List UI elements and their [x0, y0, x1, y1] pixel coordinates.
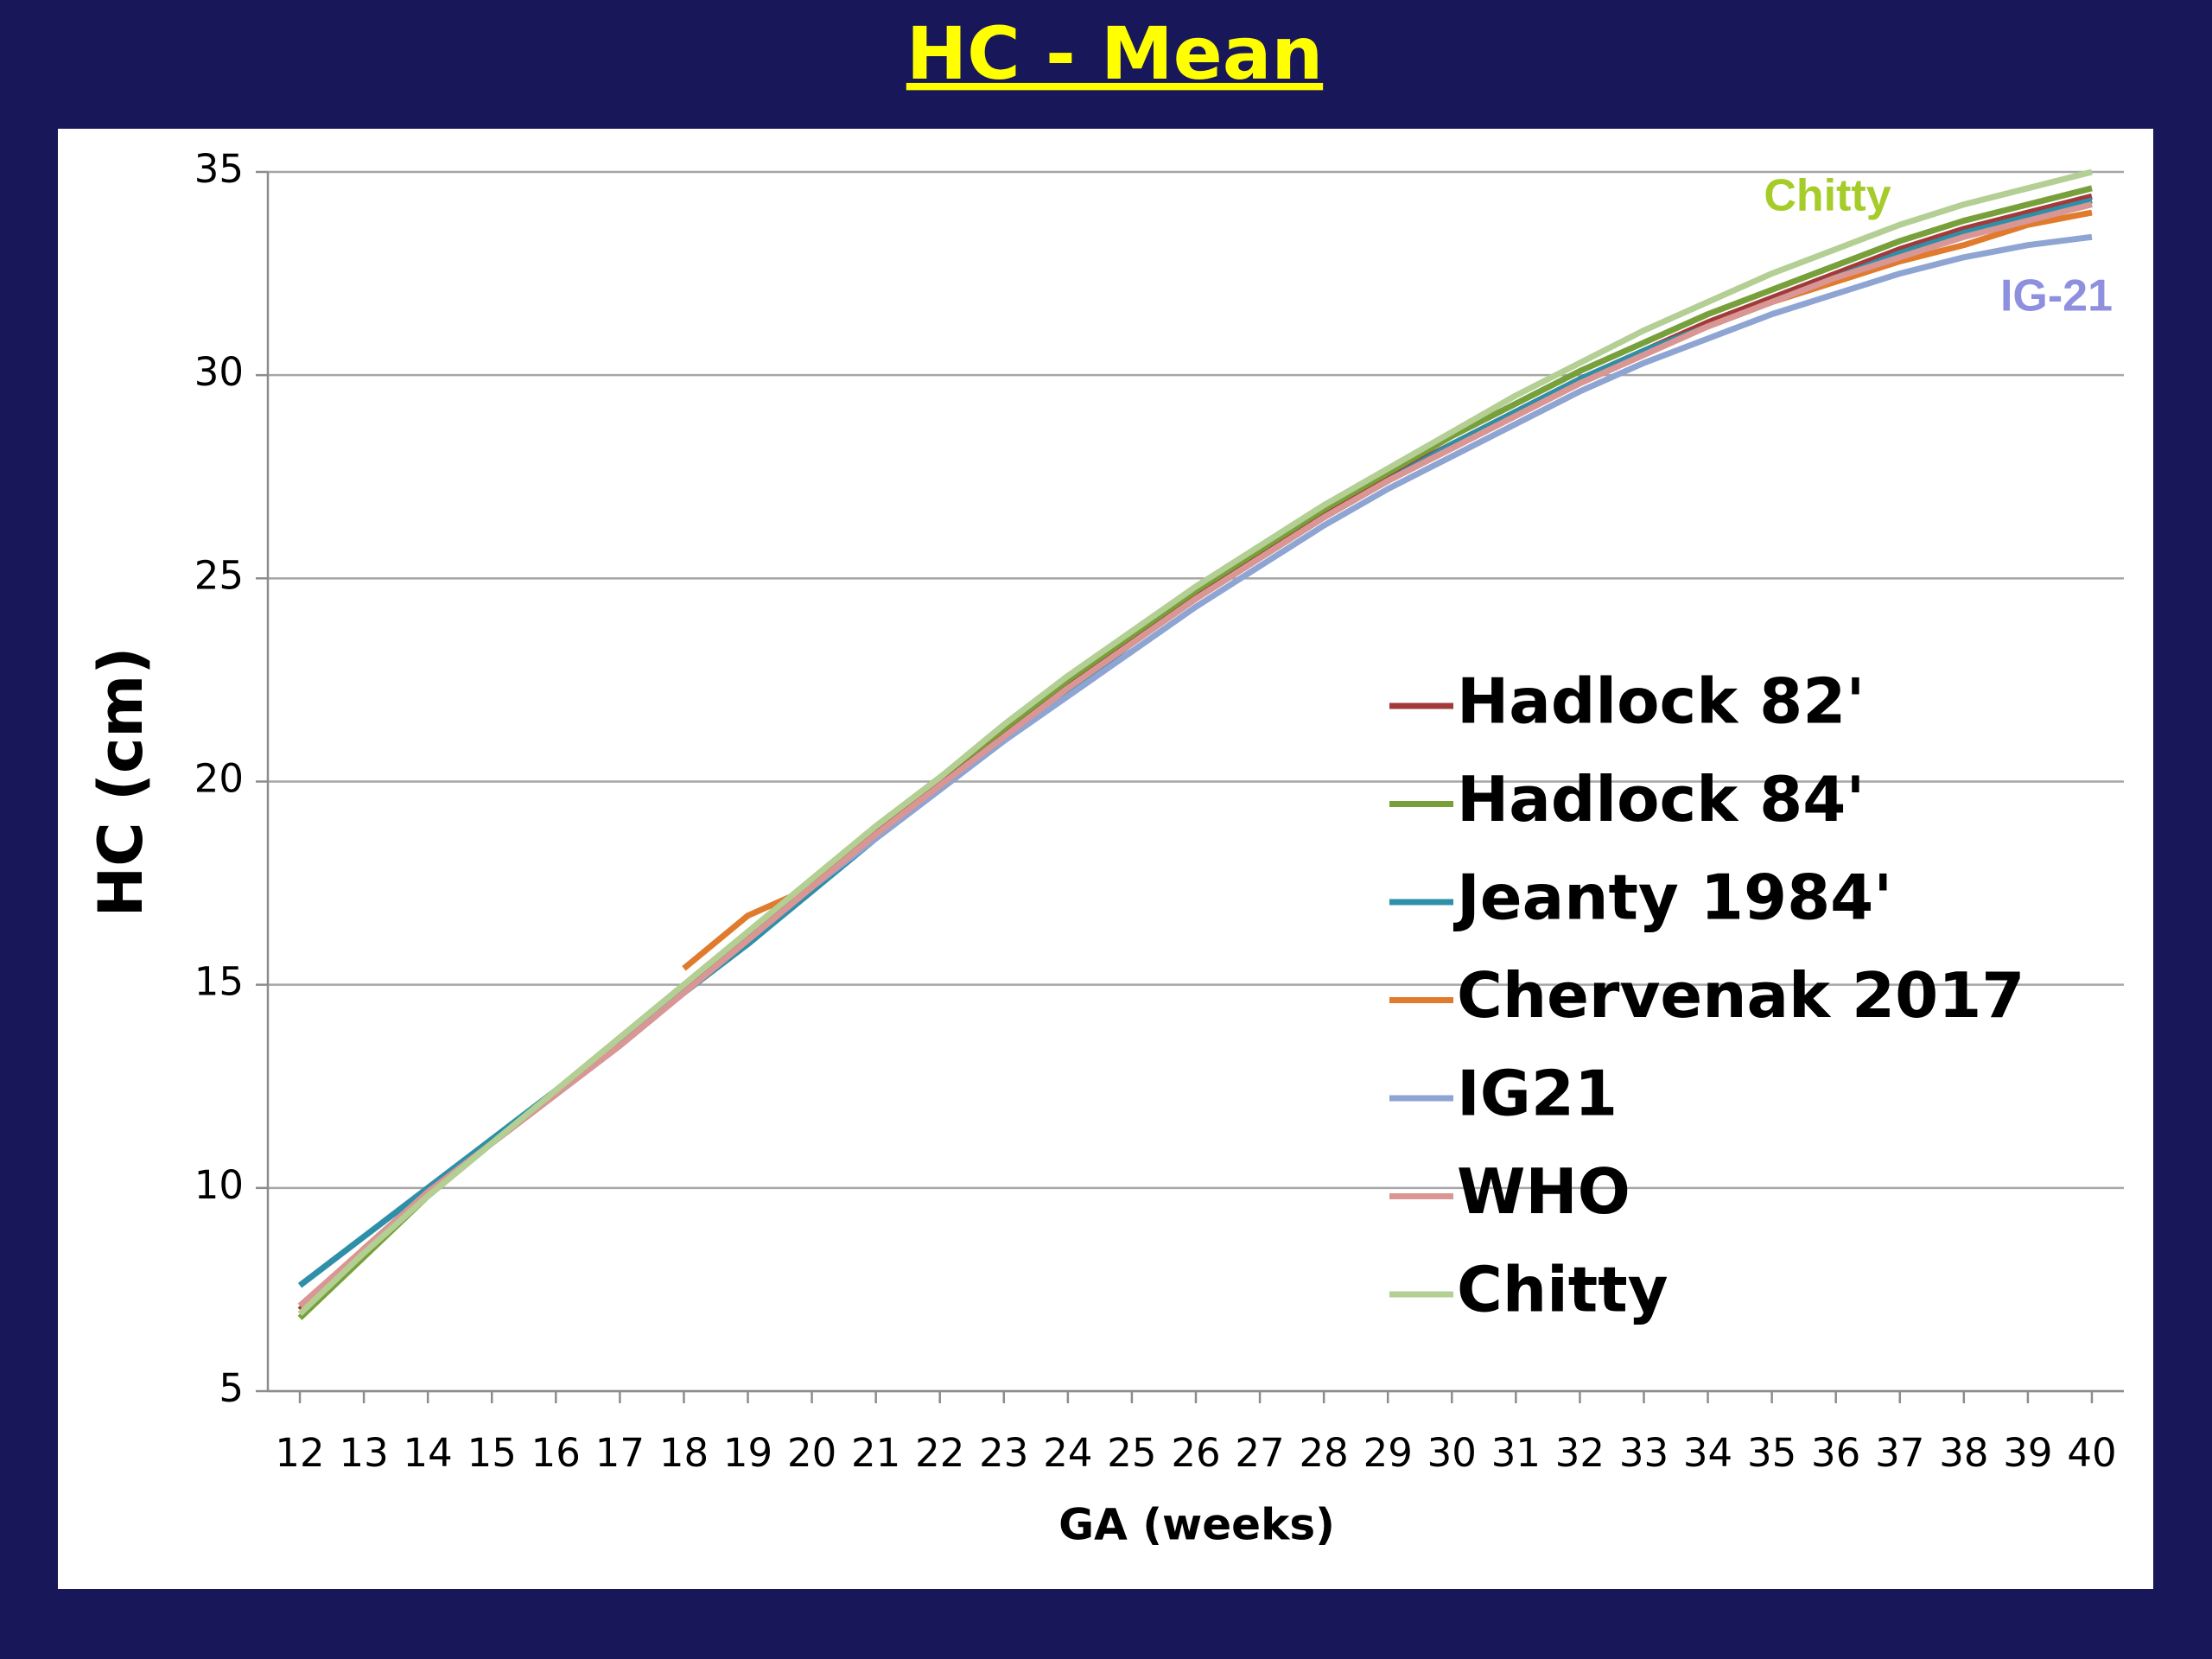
annotation: Chitty	[1764, 171, 1891, 221]
y-tick-label: 10	[194, 1162, 244, 1208]
x-tick-label: 33	[1619, 1430, 1669, 1476]
legend-label: Chitty	[1457, 1254, 1669, 1326]
x-tick-label: 30	[1427, 1430, 1477, 1476]
x-tick-label: 12	[275, 1430, 324, 1476]
x-tick-label: 25	[1107, 1430, 1156, 1476]
y-tick-label: 25	[194, 552, 244, 598]
x-tick-label: 32	[1555, 1430, 1605, 1476]
x-axis-label: GA (weeks)	[1058, 1500, 1335, 1550]
x-tick-label: 16	[531, 1430, 581, 1476]
x-tick-label: 24	[1043, 1430, 1092, 1476]
x-tick-label: 28	[1300, 1430, 1349, 1476]
x-tick-label: 38	[1939, 1430, 1988, 1476]
legend-label: IG21	[1457, 1058, 1618, 1130]
x-tick-label: 27	[1235, 1430, 1284, 1476]
x-tick-label: 19	[723, 1430, 772, 1476]
legend-label: Hadlock 84'	[1457, 763, 1865, 836]
x-tick-label: 22	[915, 1430, 964, 1476]
x-tick-label: 35	[1747, 1430, 1796, 1476]
x-tick-label: 15	[467, 1430, 517, 1476]
y-tick-label: 35	[194, 146, 244, 192]
chart-title: HC - Mean	[906, 11, 1323, 96]
y-axis-label: HC (cm)	[86, 647, 156, 918]
legend-label: Jeanty 1984'	[1452, 861, 1892, 934]
x-tick-label: 34	[1683, 1430, 1732, 1476]
y-tick-label: 15	[194, 959, 244, 1005]
x-tick-label: 14	[404, 1430, 453, 1476]
x-tick-label: 17	[595, 1430, 645, 1476]
annotation: IG-21	[2000, 271, 2113, 321]
y-tick-label: 30	[194, 349, 244, 395]
x-tick-label: 29	[1363, 1430, 1413, 1476]
y-tick-label: 20	[194, 756, 244, 802]
x-tick-label: 26	[1171, 1430, 1220, 1476]
x-tick-label: 36	[1811, 1430, 1860, 1476]
x-tick-label: 40	[2067, 1430, 2116, 1476]
x-tick-label: 20	[787, 1430, 836, 1476]
x-tick-label: 39	[2003, 1430, 2052, 1476]
y-tick-label: 5	[219, 1365, 244, 1411]
x-tick-label: 18	[659, 1430, 709, 1476]
series-line	[297, 168, 2093, 1317]
legend-label: Chervenak 2017	[1457, 959, 2024, 1032]
x-tick-label: 23	[979, 1430, 1028, 1476]
x-tick-label: 31	[1491, 1430, 1541, 1476]
series-line	[297, 201, 2093, 1308]
legend-label: WHO	[1457, 1155, 1630, 1228]
x-tick-label: 21	[851, 1430, 900, 1476]
x-tick-label: 37	[1875, 1430, 1924, 1476]
x-tick-label: 13	[339, 1430, 388, 1476]
legend-label: Hadlock 82'	[1457, 665, 1865, 738]
chart-panel	[58, 129, 2153, 1589]
